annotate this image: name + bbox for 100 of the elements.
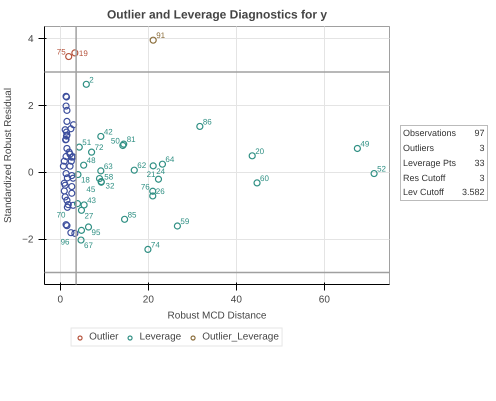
point: [354, 144, 361, 152]
annotation: 75: [56, 48, 66, 57]
point: [68, 172, 76, 180]
annotation: 18: [80, 176, 90, 185]
annotation: 50: [110, 136, 120, 146]
point: [76, 144, 83, 151]
point: [65, 52, 72, 60]
point: [60, 180, 68, 187]
annotation: 63: [104, 162, 114, 171]
point: [253, 179, 261, 186]
annotation: 32: [106, 182, 115, 191]
annotation: 45: [86, 185, 96, 194]
annotation: 70: [56, 210, 66, 220]
point: [66, 162, 74, 170]
point: [74, 170, 82, 178]
y-tick-label: −2: [22, 234, 34, 246]
point: [97, 132, 104, 140]
annotation: 64: [165, 155, 175, 164]
point: [149, 192, 156, 200]
point: [68, 158, 75, 165]
annotation: 76: [140, 182, 150, 192]
annotation: 86: [202, 117, 212, 126]
point: [196, 122, 204, 130]
point: [63, 106, 71, 114]
point: [120, 216, 128, 223]
point: [60, 158, 68, 165]
y-tick-label: 0: [28, 168, 34, 179]
annotation: 60: [260, 174, 270, 183]
annotation: 51: [82, 138, 92, 148]
x-tick-label: 0: [58, 294, 64, 306]
annotation: 48: [86, 156, 96, 166]
annotation: 43: [87, 196, 97, 205]
annotation: 2: [89, 75, 94, 84]
annotation: 58: [104, 172, 114, 182]
point: [149, 188, 156, 195]
point: [70, 202, 77, 209]
annotation: 52: [377, 164, 387, 174]
point: [158, 160, 166, 168]
point: [78, 226, 86, 234]
point: [62, 170, 70, 178]
annotation: 49: [360, 139, 370, 148]
point: [62, 193, 69, 201]
point: [64, 174, 71, 182]
point: [71, 230, 78, 237]
x-axis-title: Robust MCD Distance: [168, 310, 267, 322]
point: [66, 150, 74, 158]
point: [96, 174, 104, 182]
point: [64, 201, 72, 208]
point: [68, 190, 76, 197]
point: [74, 200, 82, 208]
y-axis-title: Standardized Robust Residual: [3, 88, 14, 224]
annotation: 81: [126, 135, 136, 144]
point: [62, 126, 69, 134]
point: [70, 174, 77, 182]
point: [84, 223, 92, 231]
annotation: 26: [156, 186, 166, 196]
point: [62, 152, 70, 160]
point: [370, 170, 378, 178]
legend-label: Outlier_Leverage: [202, 332, 279, 342]
y-tick-label: 4: [28, 34, 34, 46]
point: [144, 246, 152, 254]
x-tick-label: 60: [318, 294, 330, 306]
annotation: 67: [84, 241, 94, 250]
point: [66, 148, 73, 156]
annotation: 20: [255, 146, 265, 156]
point: [63, 144, 71, 152]
point: [60, 187, 68, 195]
annotation: 74: [150, 240, 160, 250]
point: [68, 182, 76, 190]
x-tick-label: 40: [230, 294, 242, 306]
annotation: 95: [92, 228, 101, 238]
text: Res Cutoff 3: [403, 172, 485, 183]
annotation: 24: [156, 166, 166, 176]
annotation: 59: [180, 217, 190, 226]
point: [78, 206, 86, 214]
point: [62, 102, 70, 110]
point: [62, 182, 69, 189]
point: [67, 125, 75, 132]
annotation: 96: [60, 237, 70, 246]
text: Observations 97: [403, 128, 485, 138]
annotation: 91: [156, 31, 166, 40]
annotation: 42: [104, 127, 114, 136]
point: [64, 204, 71, 211]
point: [71, 49, 78, 56]
annotation: 72: [94, 143, 104, 152]
point: [154, 176, 162, 183]
point: [63, 196, 71, 204]
point: [80, 201, 88, 209]
chart-title: Outlier and Leverage Diagnostics for y: [106, 8, 328, 22]
annotation: 27: [84, 211, 94, 220]
point: [174, 222, 181, 230]
point: [67, 229, 75, 236]
text: Leverage Pts 33: [403, 158, 485, 168]
legend-label: Outlier: [89, 332, 119, 342]
annotation: 85: [128, 210, 138, 220]
point: [60, 162, 68, 170]
point: [62, 128, 70, 136]
point: [248, 152, 256, 160]
y-tick-label: 2: [28, 100, 34, 112]
point: [77, 236, 85, 244]
